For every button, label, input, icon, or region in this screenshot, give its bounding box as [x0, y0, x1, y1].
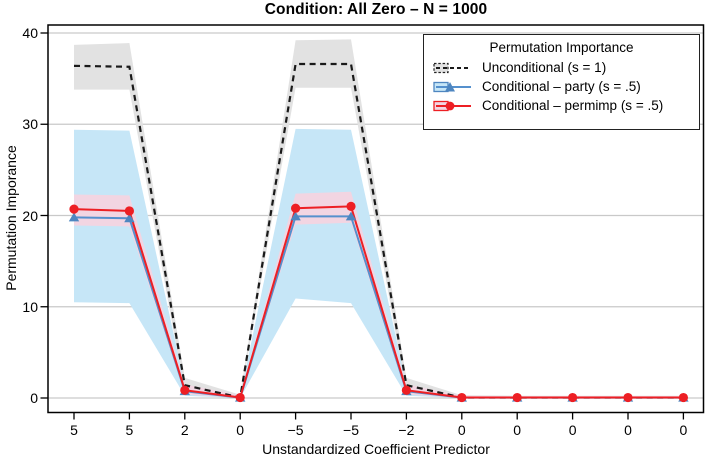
party-marker [124, 213, 135, 223]
party-marker [68, 212, 80, 222]
legend-entry-unconditional: Unconditional (s = 1) [424, 58, 699, 77]
x-tick-label: 0 [513, 422, 522, 438]
y-axis-label: Permutation Imporance [3, 145, 19, 291]
permimp-marker [457, 392, 467, 403]
unconditional-line [73, 62, 684, 399]
permimp-marker [235, 392, 245, 403]
legend-entry-permimp: Conditional – permimp (s = .5) [424, 96, 699, 115]
x-tick-label: 5 [125, 422, 134, 438]
x-axis-label: Unstandardized Coefficient Predictor [262, 441, 490, 457]
permimp-marker [401, 385, 411, 395]
legend-entry-party: Conditional – party (s = .5) [424, 77, 699, 96]
x-tick-label: 0 [568, 422, 577, 438]
y-tick-label: 40 [22, 25, 38, 41]
permimp-marker [124, 206, 134, 216]
permimp-marker [568, 392, 578, 403]
party-marker [345, 211, 357, 221]
x-tick-label: 0 [457, 422, 466, 438]
y-tick-label: 0 [30, 390, 38, 406]
permimp-line [73, 205, 684, 399]
plot-frame [47, 24, 705, 414]
x-tick-label: 0 [624, 422, 632, 438]
legend-label: Conditional – permimp (s = .5) [482, 98, 664, 113]
y-tick-label: 10 [22, 298, 38, 315]
x-tick-label: −5 [287, 422, 304, 438]
party-band [74, 128, 684, 398]
x-tick-label: 0 [679, 422, 688, 438]
x-tick-label: −5 [343, 422, 359, 438]
y-tick-label: 30 [22, 116, 38, 133]
x-tick-label: 5 [70, 422, 78, 438]
x-tick-label: −2 [398, 422, 415, 438]
legend-key-permimp-icon [433, 100, 471, 111]
permimp-marker [180, 385, 190, 395]
x-tick-label: 2 [180, 422, 189, 438]
legend-key-party-icon [433, 81, 471, 92]
permimp-marker [291, 203, 301, 213]
permimp-marker [512, 392, 522, 403]
legend: Permutation Importance Unconditional (s … [423, 34, 700, 130]
legend-title: Permutation Importance [489, 40, 634, 55]
permimp-marker [678, 392, 689, 403]
legend-key-unconditional-icon [433, 62, 471, 73]
party-marker [290, 211, 301, 221]
permimp-marker [346, 201, 356, 211]
unconditional-band [74, 39, 684, 398]
y-tick-label: 20 [22, 207, 38, 224]
permimp-marker [623, 392, 633, 403]
permimp-marker [69, 204, 79, 214]
chart-title: Condition: All Zero – N = 1000 [264, 1, 488, 18]
legend-label: Unconditional (s = 1) [482, 60, 607, 75]
legend-label: Conditional – party (s = .5) [482, 79, 641, 94]
x-tick-label: 0 [236, 422, 245, 438]
